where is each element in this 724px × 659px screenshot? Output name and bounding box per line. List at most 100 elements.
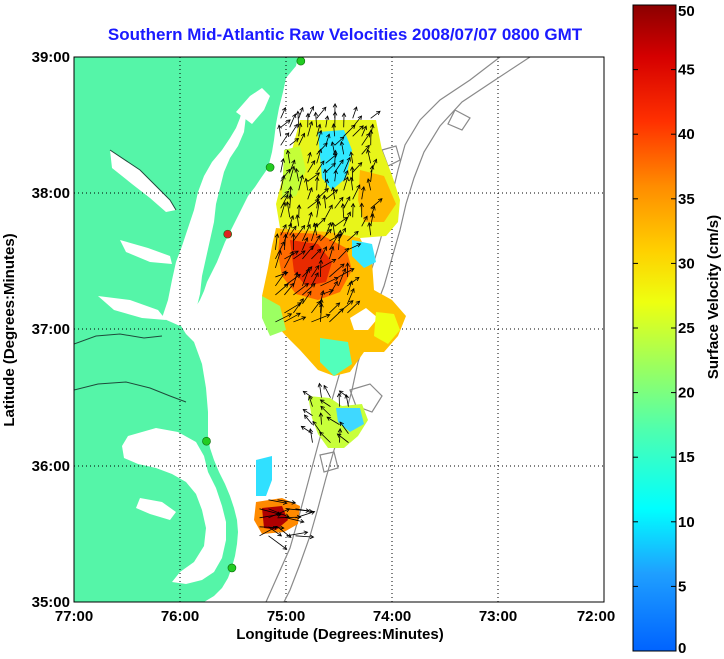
colorbar-tick-label: 40 [678, 126, 695, 143]
velocity-arrow [284, 302, 302, 314]
velocity-arrow [333, 123, 336, 137]
velocity-arrowhead [297, 122, 303, 128]
velocity-arrowhead [316, 248, 322, 254]
velocity-arrow [302, 291, 312, 305]
velocity-arrow [305, 178, 309, 191]
velocity-arrow [370, 165, 373, 182]
velocity-arrowhead [292, 113, 297, 119]
y-tick-label: 37:00 [32, 321, 70, 338]
velocity-arrow [325, 189, 338, 200]
velocity-arrow [325, 222, 332, 236]
velocity-arrow [295, 511, 315, 519]
velocity-arrow [289, 166, 295, 182]
velocity-arrow [323, 385, 331, 398]
velocity-arrow [311, 265, 320, 278]
velocity-arrowhead [302, 408, 308, 414]
velocity-arrowhead [343, 216, 348, 222]
y-tick-label: 38:00 [32, 185, 70, 202]
velocity-arrow [280, 194, 289, 209]
velocity-arrow [293, 250, 306, 260]
velocity-arrow [320, 277, 339, 287]
velocity-arrow [298, 107, 304, 119]
velocity-arrowhead [316, 200, 321, 206]
velocity-arrowhead [373, 158, 378, 164]
velocity-arrowhead [361, 186, 366, 191]
velocity-arrowhead [321, 217, 326, 223]
velocity-arrow [275, 241, 285, 260]
velocity-arrowhead [353, 106, 358, 112]
y-tick-labels: 39:00 38:00 37:00 36:00 35:00 [32, 49, 70, 611]
velocity-arrowhead [294, 271, 299, 277]
velocity-arrowhead [280, 241, 285, 246]
map-area[interactable] [74, 57, 604, 602]
velocity-arrowhead [290, 282, 295, 288]
velocity-arrow [320, 413, 322, 425]
velocity-arrowhead [359, 125, 364, 130]
velocity-arrowhead [340, 263, 345, 268]
velocity-arrow [316, 149, 322, 164]
velocity-arrow [320, 246, 327, 260]
velocity-arrowhead [299, 174, 304, 180]
velocity-arrow [323, 195, 327, 209]
velocity-arrow [307, 152, 311, 164]
velocity-arrowhead [282, 106, 287, 112]
velocity-arrowhead [327, 221, 332, 227]
velocity-arrow [303, 390, 313, 398]
velocity-arrow [316, 160, 325, 173]
velocity-arrowhead [354, 230, 359, 236]
velocity-arrow [329, 302, 340, 314]
colorbar-tick-label: 25 [678, 320, 695, 337]
velocity-arrow [307, 106, 314, 119]
velocity-arrowhead [287, 222, 293, 228]
velocity-arrow [311, 223, 318, 242]
x-tick-label: 76:00 [161, 608, 199, 625]
velocity-arrowhead [344, 247, 350, 253]
colorbar-label: Surface Velocity (cm/s) [705, 215, 722, 379]
velocity-arrowhead [344, 176, 349, 182]
station-marker [296, 57, 306, 66]
velocity-arrowhead [319, 399, 325, 404]
velocity-arrowhead [325, 313, 331, 318]
velocity-arrowhead [285, 149, 291, 155]
velocity-arrowhead [284, 283, 289, 288]
pamlico-sound [122, 428, 226, 584]
velocity-arrow [334, 217, 348, 227]
velocity-arrowhead [305, 112, 311, 118]
velocity-arrowhead [280, 525, 285, 531]
velocity-arrow [259, 526, 278, 537]
velocity-arrowhead [345, 262, 350, 267]
velocity-arrow [352, 106, 357, 119]
velocity-arrow [361, 216, 368, 227]
velocity-arrow [268, 535, 287, 550]
velocity-arrowhead [337, 428, 343, 433]
velocity-arrowhead [339, 159, 344, 164]
velocity-arrowhead [291, 233, 296, 238]
velocity-arrowhead [292, 225, 297, 231]
colorbar-tick-label: 0 [678, 640, 686, 657]
velocity-arrow [275, 250, 281, 269]
velocity-arrowhead [349, 176, 354, 182]
velocity-arrowhead [337, 229, 343, 235]
velocity-arrow [287, 150, 291, 164]
velocity-arrowhead [301, 316, 307, 321]
velocity-arrowhead [307, 266, 313, 271]
velocity-arrowhead [300, 425, 306, 431]
x-tick-label: 73:00 [479, 608, 517, 625]
station-marker [202, 436, 211, 446]
velocity-arrowhead [331, 221, 336, 227]
y-tick-label: 39:00 [32, 49, 70, 66]
velocity-arrow [329, 281, 338, 296]
velocity-arrow [302, 224, 311, 242]
velocity-arrowhead [317, 148, 323, 154]
velocity-arrowhead [289, 214, 295, 220]
x-axis-label: Longitude (Degrees:Minutes) [236, 626, 444, 643]
velocity-arrowhead [281, 201, 287, 207]
velocity-arrow [280, 107, 286, 119]
velocity-arrowhead [284, 190, 290, 196]
velocity-arrow [277, 499, 296, 504]
velocity-arrow [268, 499, 287, 504]
velocity-arrow [284, 251, 294, 269]
velocity-arrowhead [354, 276, 360, 282]
velocity-arrowhead [328, 204, 333, 210]
station-marker [223, 229, 232, 239]
